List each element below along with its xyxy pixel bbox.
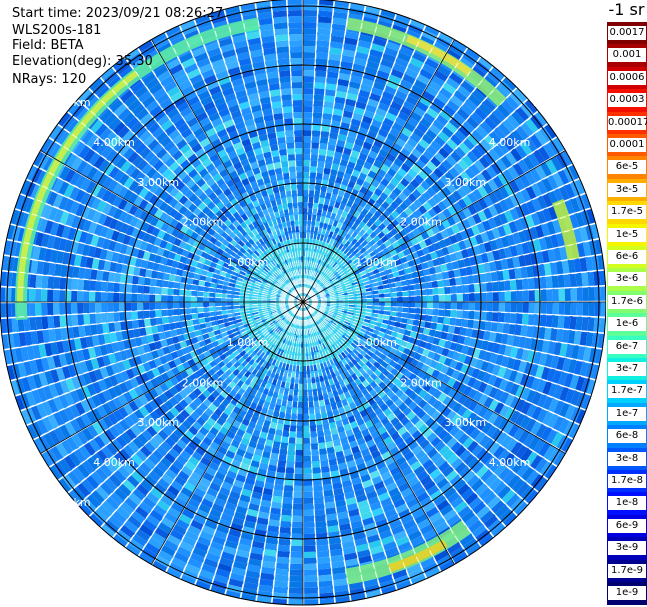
legend-label: 1.7e-5 — [608, 205, 646, 220]
legend-label: 1.7e-8 — [608, 474, 646, 488]
legend-label: 1e-7 — [608, 406, 646, 421]
start-time-label: Start time: 2023/09/21 08:26:27 — [12, 6, 224, 21]
range-ring-label: 2.00km — [182, 216, 224, 229]
range-ring-label: 2.00km — [182, 376, 224, 389]
legend-label: 0.0017 — [608, 26, 646, 40]
legend-label: 6e-5 — [608, 160, 646, 175]
legend-label: 0.00017 — [608, 115, 647, 130]
legend-label: 6e-6 — [608, 250, 646, 264]
legend-label: 0.0001 — [608, 138, 646, 152]
ppi-plot: 1.00km 1.00km 1.00km 1.00km 2.00km 2.00km 2.00… — [0, 0, 606, 606]
range-ring-label: 2.00km — [400, 376, 442, 389]
range-ring-label: 4.00km — [489, 456, 531, 469]
legend-label: 6e-7 — [608, 339, 646, 354]
legend-label: 0.0006 — [608, 70, 646, 85]
legend-label: 6e-8 — [608, 429, 646, 444]
legend-unit: -1 sr — [608, 0, 645, 19]
instrument-label: WLS200s-181 — [12, 23, 102, 38]
legend-label: 0.0003 — [608, 93, 646, 108]
legend-label: 1.7e-7 — [608, 384, 646, 399]
legend-label: 3e-6 — [608, 272, 646, 287]
range-ring-label: 1.00km — [355, 336, 397, 349]
legend-label: 6e-9 — [608, 518, 646, 533]
polar-grid — [0, 0, 606, 606]
lidar-scan-image — [0, 0, 606, 605]
range-ring-label: 4.00km — [93, 136, 135, 149]
legend-label: 1e-6 — [608, 317, 646, 332]
legend-label: 3e-8 — [608, 451, 646, 466]
range-ring-label: 1.00km — [227, 336, 269, 349]
range-ring-labels: 1.00km 1.00km 1.00km 1.00km 2.00km 2.00km 2.00… — [49, 96, 575, 509]
range-ring-label: 3.00km — [138, 176, 180, 189]
legend-label: 1e-8 — [608, 496, 646, 511]
color-legend: 0.0017 0.001 0.0006 0.0003 0.00017 0.0001 6e-5… — [606, 0, 647, 607]
range-ring-label: 4.00km — [93, 456, 135, 469]
range-ring-label: 1.00km — [227, 256, 269, 269]
legend-label: 1e-5 — [608, 227, 646, 242]
range-ring-label: 3.00km — [445, 176, 487, 189]
legend-label: 1.7e-6 — [608, 294, 646, 309]
range-ring-label: 4.00km — [489, 136, 531, 149]
legend-label: 3e-7 — [608, 362, 646, 376]
range-ring-label: 5.00km — [49, 96, 91, 109]
legend-label: 3e-9 — [608, 541, 646, 556]
range-ring-label: 3.00km — [445, 416, 487, 429]
field-label: Field: BETA — [12, 38, 84, 53]
range-ring-label: 5.00km — [533, 96, 575, 109]
range-ring-label: 1.00km — [355, 256, 397, 269]
legend-label: 3e-5 — [608, 182, 646, 197]
nrays-label: NRays: 120 — [12, 72, 87, 87]
elevation-label: Elevation(deg): 35.30 — [12, 54, 153, 69]
range-ring-label: 2.00km — [400, 216, 442, 229]
legend-label: 0.001 — [608, 48, 646, 63]
range-ring-label: 3.00km — [138, 416, 180, 429]
legend-label: 1e-9 — [608, 586, 646, 600]
legend-label: 1.7e-9 — [608, 563, 646, 578]
range-ring-label: 5.00km — [49, 496, 91, 509]
